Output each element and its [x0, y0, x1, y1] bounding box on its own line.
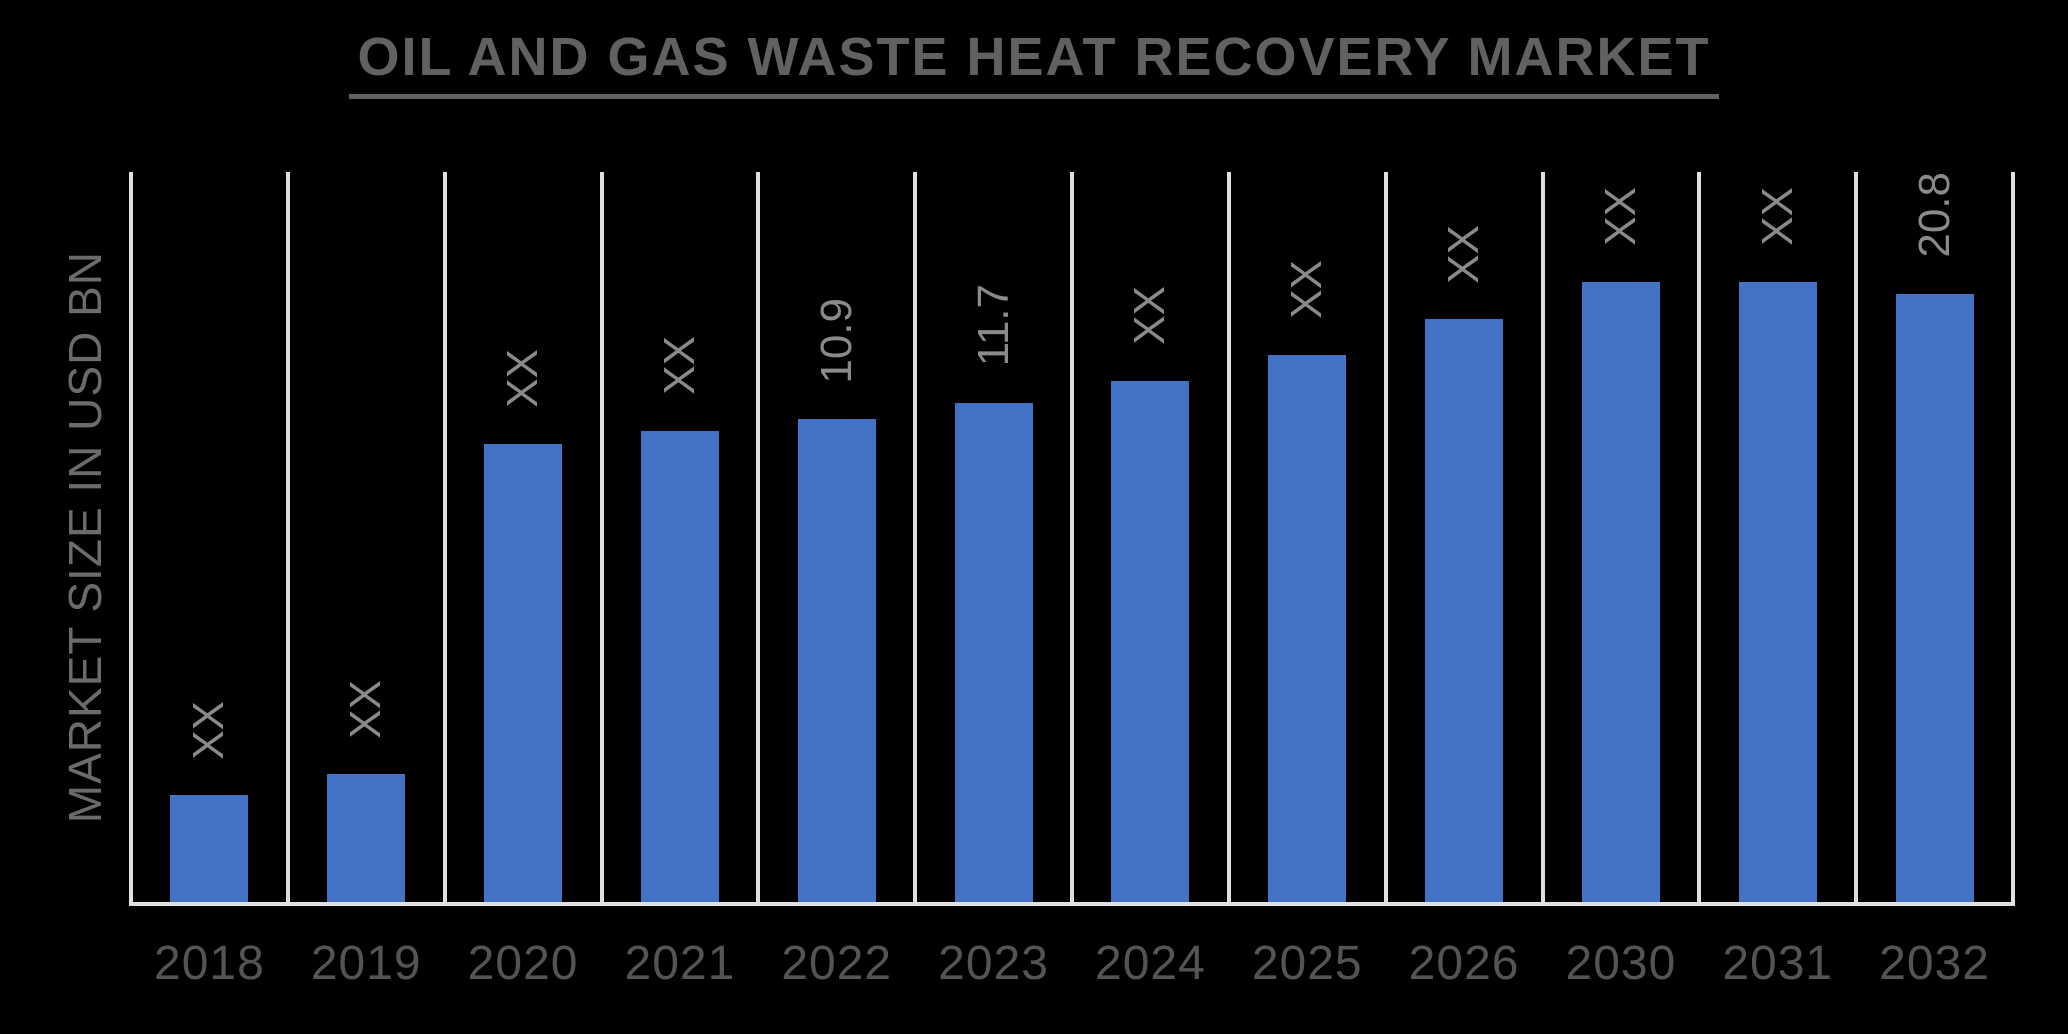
bar-2021	[640, 431, 719, 902]
bar-column-2025: XX	[1229, 172, 1386, 902]
bar-column-2019: XX	[288, 172, 445, 902]
bar-value-label: XX	[654, 336, 704, 396]
bar-column-2032: 20.8	[1856, 172, 2013, 902]
x-axis-labels: 2018 2019 2020 2021 2022 2023 2024 2025 2026 2030…	[131, 936, 2013, 1006]
x-axis-label-2031: 2031	[1722, 937, 1834, 990]
y-axis-title: MARKET SIZE IN USD BN	[59, 250, 111, 824]
bar-2032	[1895, 293, 1974, 902]
y-axis-title-wrap: MARKET SIZE IN USD BN	[30, 172, 140, 902]
gridline	[1226, 172, 1231, 902]
bar-value-label: XX	[1595, 186, 1645, 246]
x-axis-label-2032: 2032	[1879, 937, 1990, 990]
bar-2018	[170, 795, 249, 902]
bar-2031	[1738, 281, 1817, 902]
bar-value-label: 20.8	[1909, 172, 1959, 258]
gridline	[442, 172, 447, 902]
gridline	[1070, 172, 1074, 902]
x-axis-label-2021: 2021	[624, 937, 736, 990]
bar-value-label: XX	[1125, 286, 1175, 345]
x-axis-label-2022: 2022	[781, 937, 893, 990]
x-axis-label-2023: 2023	[938, 937, 1049, 990]
x-axis-label-2019: 2019	[310, 937, 422, 990]
gridline	[1697, 172, 1702, 902]
gridline	[1540, 172, 1545, 902]
bar-value-label: XX	[1752, 186, 1802, 246]
bar-2030	[1581, 281, 1660, 902]
gridline	[599, 172, 604, 902]
bar-2019	[327, 774, 406, 902]
x-axis-line	[129, 902, 2015, 906]
bar-value-label: XX	[1439, 224, 1489, 284]
bar-2020	[484, 443, 563, 902]
bar-column-2023: 11.7	[915, 172, 1072, 902]
bar-column-2020: XX	[445, 172, 602, 902]
bar-value-label: XX	[1282, 259, 1332, 319]
bar-column-2031: XX	[1699, 172, 1856, 902]
bar-column-2030: XX	[1543, 172, 1700, 902]
bar-column-2022: 10.9	[758, 172, 915, 902]
bar-value-label: XX	[184, 700, 234, 760]
gridline	[1854, 172, 1859, 902]
bar-2026	[1425, 319, 1504, 902]
bar-column-2018: XX	[131, 172, 288, 902]
plot-area: XX XX XX XX 10.9 11.7 XX XX XX XX XX 20.8	[129, 172, 2015, 906]
bar-2023	[954, 402, 1033, 902]
x-axis-label-2020: 2020	[467, 937, 579, 990]
x-axis-label-2018: 2018	[154, 937, 265, 990]
gridline	[2011, 172, 2015, 902]
bar-column-2024: XX	[1072, 172, 1229, 902]
x-axis-label-2026: 2026	[1408, 937, 1520, 990]
gridline	[129, 172, 133, 902]
x-axis-label-2024: 2024	[1095, 937, 1206, 990]
bar-2022	[797, 419, 876, 902]
bar-value-label: 11.7	[968, 284, 1018, 367]
bar-column-2026: XX	[1386, 172, 1543, 902]
gridline	[285, 172, 290, 902]
bar-value-label: 10.9	[811, 297, 861, 384]
gridline	[756, 172, 761, 902]
x-axis-label-2030: 2030	[1565, 937, 1677, 990]
chart-title: OIL AND GAS WASTE HEAT RECOVERY MARKET	[349, 26, 1719, 99]
bar-column-2021: XX	[602, 172, 759, 902]
bar-value-label: XX	[498, 348, 548, 408]
gridline	[1383, 172, 1388, 902]
chart-title-row: OIL AND GAS WASTE HEAT RECOVERY MARKET	[0, 26, 2068, 99]
x-axis-label-2025: 2025	[1251, 937, 1363, 990]
bar-2024	[1111, 380, 1190, 902]
bar-value-label: XX	[341, 679, 391, 739]
bar-2025	[1268, 354, 1347, 902]
gridline	[913, 172, 918, 902]
